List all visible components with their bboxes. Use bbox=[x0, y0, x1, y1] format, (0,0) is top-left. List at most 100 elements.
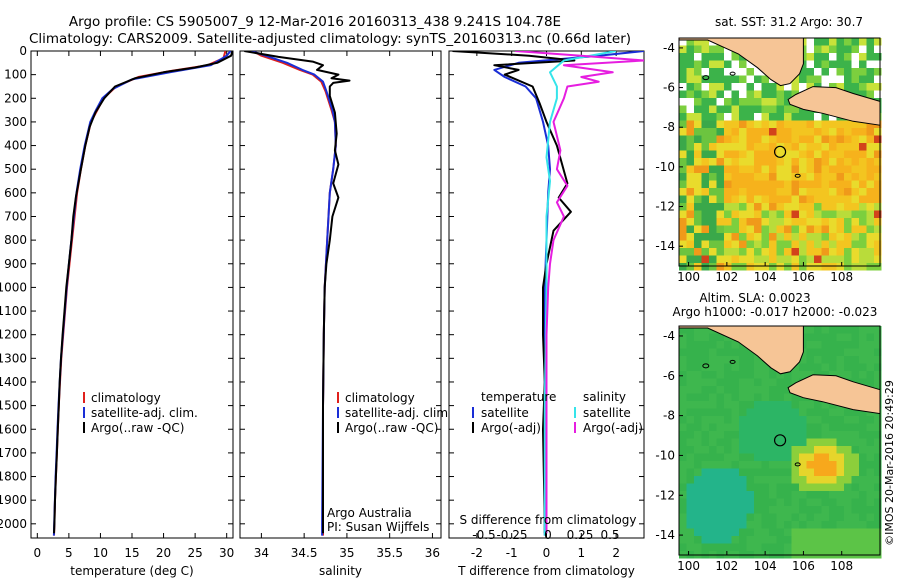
sst-map-grid-cell bbox=[791, 90, 799, 98]
sla-map-grid-cell bbox=[821, 506, 829, 514]
sst-map-grid-cell bbox=[829, 248, 837, 256]
sla-map-grid-cell bbox=[701, 348, 709, 356]
sst-map-grid-cell bbox=[686, 128, 694, 136]
sla-map-grid-cell bbox=[694, 468, 702, 476]
sst-map-grid-cell bbox=[859, 53, 867, 61]
salinity-xlabel: salinity bbox=[319, 564, 362, 578]
sst-map-grid-cell bbox=[784, 218, 792, 226]
sst-map-grid-cell bbox=[829, 165, 837, 173]
sst-map-ytick-label: -10 bbox=[655, 160, 675, 174]
sla-map-grid-cell bbox=[866, 371, 874, 379]
difference-xlabel: T difference from climatology bbox=[457, 564, 635, 578]
sst-map-grid-cell bbox=[709, 120, 717, 128]
sst-map-grid-cell bbox=[694, 120, 702, 128]
sla-map-grid-cell bbox=[769, 506, 777, 514]
sst-map-grid-cell bbox=[769, 263, 777, 271]
sla-map-grid-cell bbox=[776, 401, 784, 409]
sla-map-grid-cell bbox=[701, 483, 709, 491]
sst-map-grid-cell bbox=[791, 150, 799, 158]
sla-map-grid-cell bbox=[739, 521, 747, 529]
sst-map-grid-cell bbox=[746, 210, 754, 218]
sst-map-grid-cell bbox=[784, 195, 792, 203]
sla-map-grid-cell bbox=[859, 416, 867, 424]
sla-map-grid-cell bbox=[844, 483, 852, 491]
sst-map-grid-cell bbox=[859, 60, 867, 68]
sst-map-grid-cell bbox=[739, 248, 747, 256]
sla-map-grid-cell bbox=[806, 348, 814, 356]
sst-map-grid-cell bbox=[701, 203, 709, 211]
sst-map-grid-cell bbox=[709, 158, 717, 166]
sla-map-grid-cell bbox=[701, 333, 709, 341]
sla-map-grid-cell bbox=[821, 461, 829, 469]
salinity-legend-label: climatology bbox=[345, 391, 415, 405]
sla-map-grid-cell bbox=[806, 483, 814, 491]
sst-map-grid-cell bbox=[799, 203, 807, 211]
sst-map-grid-cell bbox=[806, 135, 814, 143]
sla-map-grid-cell bbox=[739, 393, 747, 401]
sst-map-grid-cell bbox=[694, 38, 702, 46]
sla-map-grid-cell bbox=[859, 348, 867, 356]
sst-map-grid-cell bbox=[731, 240, 739, 248]
sla-map-grid-cell bbox=[784, 371, 792, 379]
sst-map-grid-cell bbox=[866, 128, 874, 136]
sla-map-grid-cell bbox=[866, 438, 874, 446]
sla-map-grid-cell bbox=[724, 483, 732, 491]
sst-map-grid-cell bbox=[761, 158, 769, 166]
sst-map-grid-cell bbox=[754, 150, 762, 158]
sla-map-grid-cell bbox=[821, 438, 829, 446]
sst-map-grid-cell bbox=[776, 263, 784, 271]
salinity-annotation: PI: Susan Wijffels bbox=[327, 520, 429, 534]
sla-map-grid-cell bbox=[859, 356, 867, 364]
sla-map-grid-cell bbox=[791, 528, 799, 536]
sla-map-grid-cell bbox=[739, 506, 747, 514]
sst-map-grid-cell bbox=[739, 188, 747, 196]
sla-map-grid-cell bbox=[844, 476, 852, 484]
sst-map-grid-cell bbox=[686, 68, 694, 76]
sst-map-grid-cell bbox=[709, 195, 717, 203]
sla-map-grid-cell bbox=[836, 483, 844, 491]
sla-map-ytick-label: -14 bbox=[655, 528, 675, 542]
sla-map-title: Altim. SLA: 0.0023 bbox=[699, 291, 810, 305]
sst-map-grid-cell bbox=[769, 128, 777, 136]
sla-map-grid-cell bbox=[716, 498, 724, 506]
sst-map-grid-cell bbox=[724, 158, 732, 166]
sst-map-grid-cell bbox=[701, 53, 709, 61]
sla-map-grid-cell bbox=[851, 513, 859, 521]
sla-map-grid-cell bbox=[769, 491, 777, 499]
temperature-xlabel: temperature (deg C) bbox=[70, 564, 193, 578]
sst-map-grid-cell bbox=[731, 143, 739, 151]
sla-map-grid-cell bbox=[769, 521, 777, 529]
sla-map-grid-cell bbox=[701, 341, 709, 349]
sst-map-grid-cell bbox=[784, 180, 792, 188]
sla-map-grid-cell bbox=[866, 506, 874, 514]
sla-map-grid-cell bbox=[686, 543, 694, 551]
sla-map-grid-cell bbox=[806, 498, 814, 506]
sla-map-grid-cell bbox=[784, 453, 792, 461]
sst-map-grid-cell bbox=[724, 218, 732, 226]
sst-map-grid-cell bbox=[874, 68, 882, 76]
sst-map-grid-cell bbox=[866, 53, 874, 61]
sla-map-grid-cell bbox=[874, 356, 882, 364]
sst-map-grid-cell bbox=[694, 75, 702, 83]
sst-map-grid-cell bbox=[806, 195, 814, 203]
sst-map-grid-cell bbox=[701, 240, 709, 248]
sst-map-grid-cell bbox=[866, 233, 874, 241]
sst-map-grid-cell bbox=[686, 255, 694, 263]
figure-title-line1: Argo profile: CS 5905007_9 12-Mar-2016 2… bbox=[69, 14, 561, 30]
sla-map-grid-cell bbox=[829, 371, 837, 379]
sst-map-grid-cell bbox=[784, 225, 792, 233]
sla-map-grid-cell bbox=[806, 513, 814, 521]
sla-map-grid-cell bbox=[769, 438, 777, 446]
sla-map-grid-cell bbox=[701, 363, 709, 371]
sst-map-grid-cell bbox=[799, 158, 807, 166]
sst-map-grid-cell bbox=[701, 210, 709, 218]
sst-map-grid-cell bbox=[791, 255, 799, 263]
sst-map-grid-cell bbox=[776, 105, 784, 113]
sst-map-grid-cell bbox=[709, 150, 717, 158]
sst-map-grid-cell bbox=[806, 203, 814, 211]
difference-legend-label: satellite bbox=[481, 406, 529, 420]
sst-map-grid-cell bbox=[851, 135, 859, 143]
sst-map-grid-cell bbox=[799, 75, 807, 83]
sst-map-grid-cell bbox=[851, 263, 859, 271]
sla-map-grid-cell bbox=[679, 453, 687, 461]
